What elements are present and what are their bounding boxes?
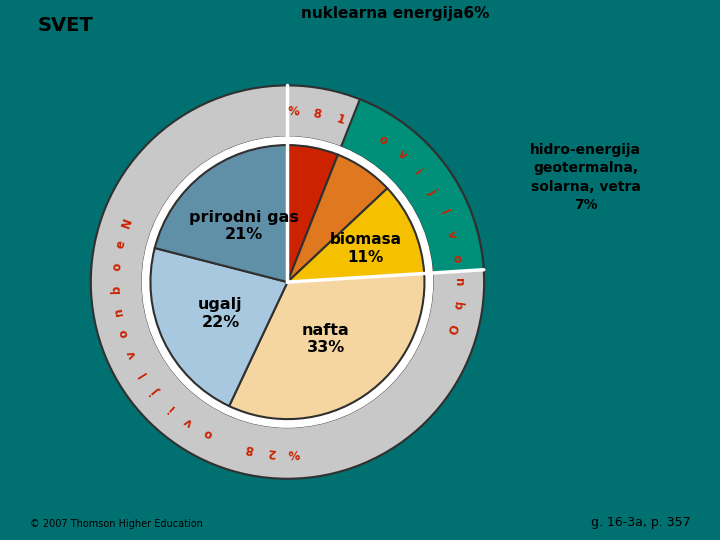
Text: o: o — [202, 426, 215, 441]
Text: o: o — [117, 327, 132, 339]
Text: hidro-energija
geotermalna,
solarna, vetra
7%: hidro-energija geotermalna, solarna, vet… — [530, 143, 642, 212]
Wedge shape — [91, 85, 484, 479]
Text: v: v — [395, 148, 409, 163]
Text: i: i — [166, 401, 177, 414]
Wedge shape — [287, 145, 338, 282]
Text: j: j — [426, 186, 439, 197]
Text: v: v — [125, 347, 140, 360]
Text: 1: 1 — [334, 112, 346, 127]
Circle shape — [143, 137, 433, 427]
Text: g. 16-3a, p. 357: g. 16-3a, p. 357 — [591, 516, 690, 529]
Text: v: v — [444, 230, 459, 240]
Text: %: % — [287, 105, 300, 118]
Text: v: v — [182, 414, 196, 429]
Text: biomasa
11%: biomasa 11% — [330, 232, 402, 265]
Text: e: e — [114, 239, 128, 249]
Text: o: o — [376, 133, 390, 148]
Wedge shape — [287, 154, 387, 282]
Wedge shape — [341, 99, 484, 273]
Wedge shape — [155, 145, 287, 282]
Text: n: n — [112, 306, 126, 316]
Text: nafta
33%: nafta 33% — [302, 322, 350, 355]
Text: l: l — [136, 368, 150, 379]
Text: SVET: SVET — [37, 16, 94, 35]
Text: prirodni gas
21%: prirodni gas 21% — [189, 210, 299, 242]
Text: O: O — [444, 322, 459, 336]
Text: 2: 2 — [267, 446, 276, 459]
Text: i: i — [412, 166, 425, 178]
Text: b: b — [110, 285, 123, 293]
Text: ugalj
22%: ugalj 22% — [198, 298, 243, 330]
Text: nuklearna energija6%: nuklearna energija6% — [301, 6, 490, 21]
Text: n: n — [452, 278, 465, 286]
Text: © 2007 Thomson Higher Education: © 2007 Thomson Higher Education — [30, 519, 202, 529]
Wedge shape — [287, 188, 424, 282]
Wedge shape — [229, 273, 425, 419]
Text: o: o — [110, 262, 124, 271]
Text: N: N — [120, 216, 135, 230]
Text: l: l — [437, 208, 450, 217]
Text: %: % — [288, 446, 300, 460]
Text: b: b — [450, 301, 464, 311]
Text: 8: 8 — [244, 442, 255, 456]
Text: 8: 8 — [312, 107, 323, 121]
Wedge shape — [150, 248, 287, 406]
Text: j: j — [150, 386, 163, 397]
Text: o: o — [450, 253, 464, 263]
